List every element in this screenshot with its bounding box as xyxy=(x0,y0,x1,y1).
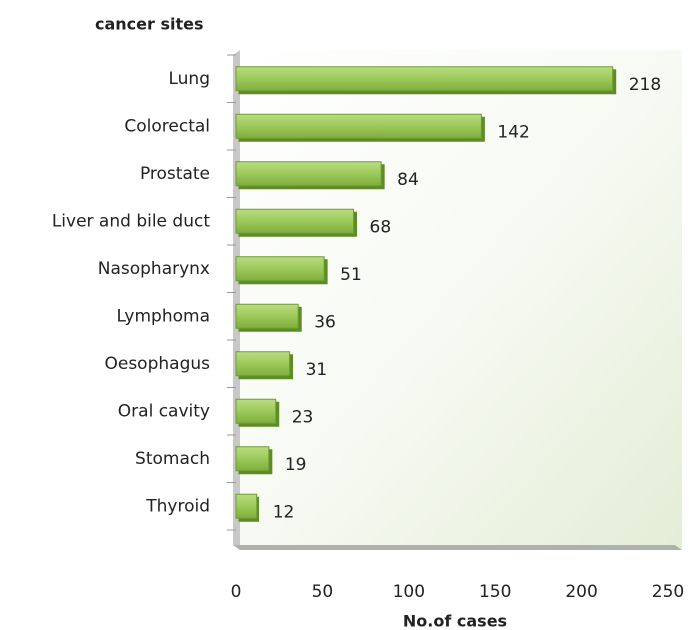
y-tick-label: Oral cavity xyxy=(118,401,210,421)
bar xyxy=(235,398,277,424)
bar xyxy=(235,493,258,519)
value-label: 68 xyxy=(370,217,392,237)
x-tick-label: 0 xyxy=(231,582,242,602)
y-tick-label: Nasopharynx xyxy=(98,259,210,279)
bar xyxy=(235,351,291,377)
value-label: 142 xyxy=(497,122,529,142)
bar xyxy=(235,208,355,234)
x-tick-label: 250 xyxy=(652,582,684,602)
value-label: 31 xyxy=(306,360,328,380)
x-tick-label: 50 xyxy=(312,582,334,602)
value-label: 84 xyxy=(397,170,419,190)
value-label: 12 xyxy=(273,502,295,522)
bar xyxy=(235,256,325,282)
value-label: 36 xyxy=(314,312,336,332)
value-label: 23 xyxy=(292,407,314,427)
y-tick-label: Lung xyxy=(168,69,210,89)
x-tick-label: 100 xyxy=(393,582,425,602)
x-axis-label: No.of cases xyxy=(403,612,507,630)
bar xyxy=(235,66,614,92)
floor-edge xyxy=(233,545,682,550)
value-label: 218 xyxy=(629,75,661,95)
x-tick-label: 150 xyxy=(479,582,511,602)
bar xyxy=(235,113,482,139)
y-tick-label: Lymphoma xyxy=(117,306,210,326)
x-tick-label: 200 xyxy=(565,582,597,602)
value-label: 19 xyxy=(285,455,307,475)
y-tick-label: Colorectal xyxy=(124,116,210,136)
chart-title: cancer sites xyxy=(95,15,204,34)
bar xyxy=(235,446,270,472)
bar xyxy=(235,161,382,187)
y-tick-label: Liver and bile duct xyxy=(52,211,211,231)
value-label: 51 xyxy=(340,265,362,285)
y-tick-label: Oesophagus xyxy=(104,354,210,374)
y-tick-label: Prostate xyxy=(140,164,210,184)
y-tick-label: Thyroid xyxy=(145,496,210,516)
y-tick-label: Stomach xyxy=(135,449,210,469)
bar xyxy=(235,303,299,329)
